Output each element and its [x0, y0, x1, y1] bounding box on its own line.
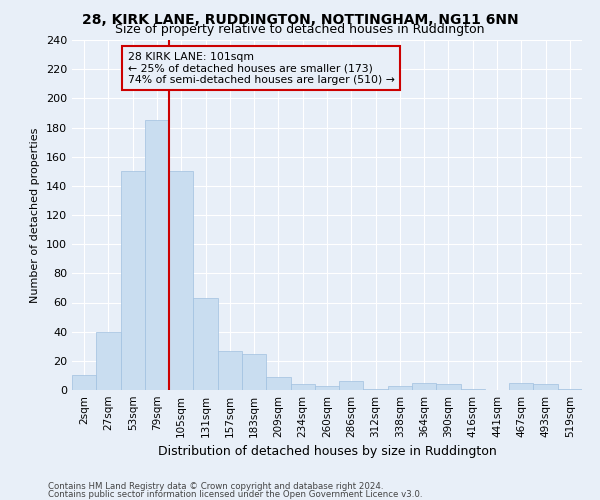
Bar [461, 388, 485, 390]
Bar [290, 384, 315, 390]
Text: Size of property relative to detached houses in Ruddington: Size of property relative to detached ho… [115, 22, 485, 36]
Bar [121, 171, 145, 390]
Bar [436, 384, 461, 390]
Text: 28 KIRK LANE: 101sqm
← 25% of detached houses are smaller (173)
74% of semi-deta: 28 KIRK LANE: 101sqm ← 25% of detached h… [128, 52, 395, 85]
Bar [315, 386, 339, 390]
Bar [266, 377, 290, 390]
Bar [169, 171, 193, 390]
Bar [558, 388, 582, 390]
Bar [388, 386, 412, 390]
Bar [96, 332, 121, 390]
Bar [193, 298, 218, 390]
Bar [412, 382, 436, 390]
Bar [72, 376, 96, 390]
Text: Contains HM Land Registry data © Crown copyright and database right 2024.: Contains HM Land Registry data © Crown c… [48, 482, 383, 491]
Bar [509, 382, 533, 390]
X-axis label: Distribution of detached houses by size in Ruddington: Distribution of detached houses by size … [158, 446, 496, 458]
Text: 28, KIRK LANE, RUDDINGTON, NOTTINGHAM, NG11 6NN: 28, KIRK LANE, RUDDINGTON, NOTTINGHAM, N… [82, 12, 518, 26]
Bar [218, 350, 242, 390]
Bar [242, 354, 266, 390]
Text: Contains public sector information licensed under the Open Government Licence v3: Contains public sector information licen… [48, 490, 422, 499]
Bar [533, 384, 558, 390]
Bar [364, 388, 388, 390]
Bar [145, 120, 169, 390]
Y-axis label: Number of detached properties: Number of detached properties [31, 128, 40, 302]
Bar [339, 381, 364, 390]
